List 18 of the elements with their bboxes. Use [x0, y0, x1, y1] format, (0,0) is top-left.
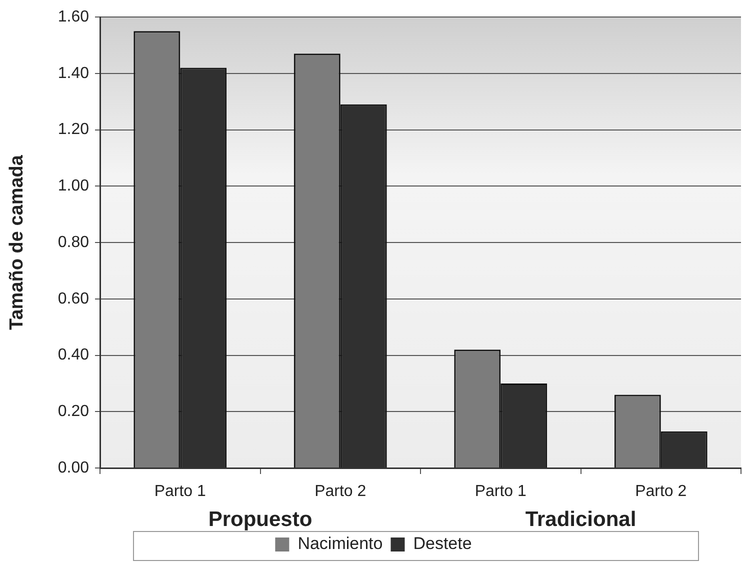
legend-label: Destete: [413, 534, 472, 554]
y-tick-label: 0.80: [58, 234, 90, 251]
y-tick-label: 1.00: [58, 178, 90, 195]
x-tick-label: Parto 1: [154, 483, 206, 500]
y-tick-label: 1.20: [58, 121, 90, 138]
y-tick-label: 0.40: [58, 346, 90, 364]
y-axis-title: Tamaño de camada: [6, 154, 28, 330]
text: Tradicional: [525, 508, 636, 531]
y-tick-label: 0.60: [58, 290, 90, 308]
text: Propuesto: [208, 508, 312, 531]
x-tick-label: Parto 1: [474, 483, 527, 500]
y-tick-label: 0.20: [58, 403, 90, 420]
y-tick-label: 1.60: [58, 8, 90, 26]
y-tick-label: 1.40: [58, 64, 90, 82]
legend-label: Nacimiento: [298, 534, 383, 554]
x-tick-label: Parto 2: [635, 483, 687, 500]
y-tick-label: 0.00: [58, 459, 90, 476]
x-tick-label: Parto 2: [314, 483, 366, 500]
